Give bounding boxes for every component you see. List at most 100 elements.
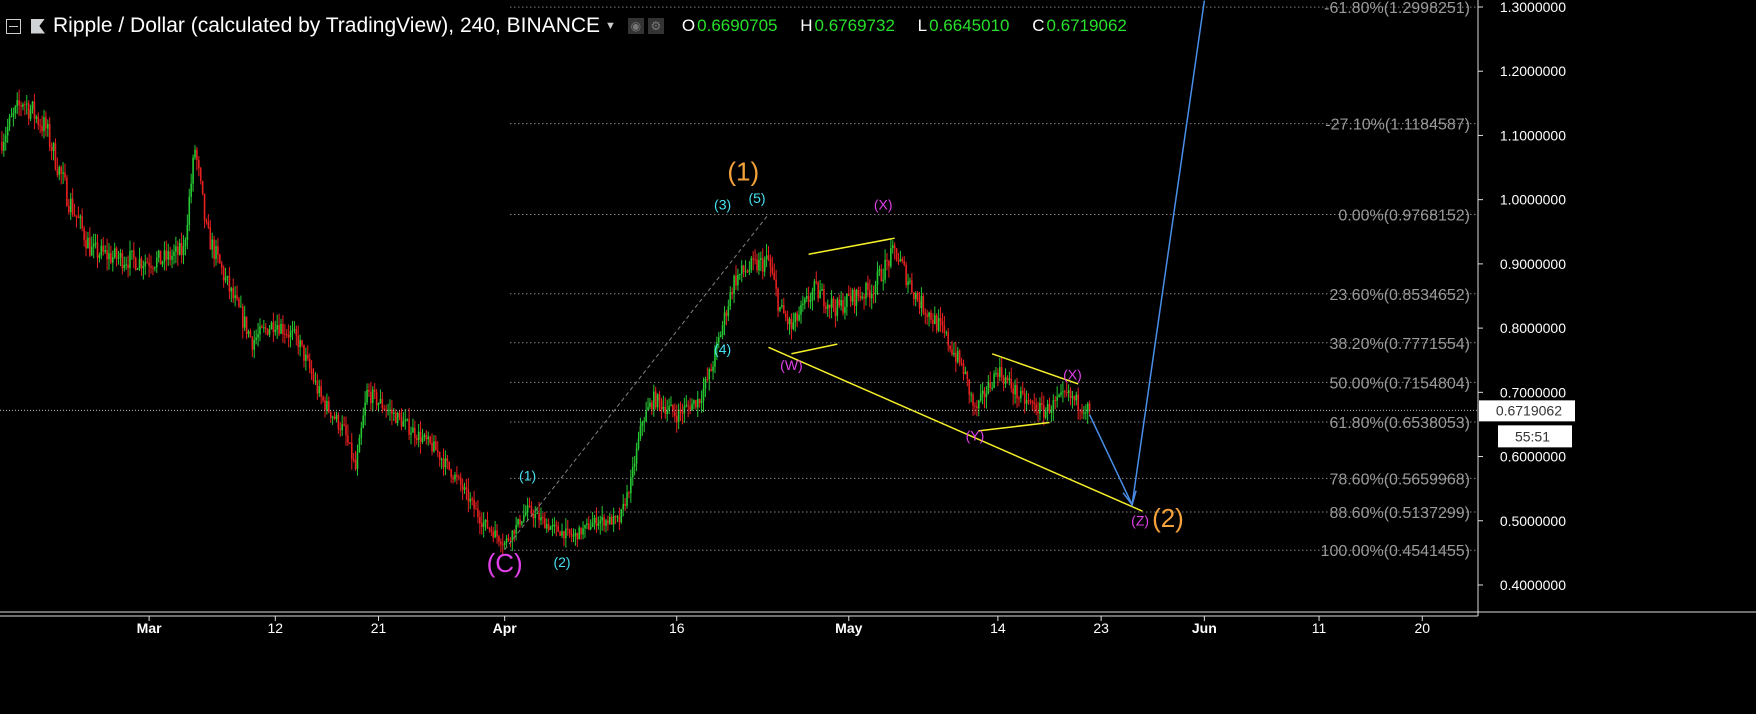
candle-body — [209, 227, 212, 250]
candle-body — [658, 394, 661, 401]
candle-body — [192, 157, 194, 184]
candle-body — [760, 258, 762, 260]
candle-body — [6, 126, 9, 136]
candle-body — [798, 314, 800, 321]
candle-body — [968, 379, 971, 395]
eye-icon[interactable]: ◉ — [627, 18, 644, 34]
candle-body — [136, 268, 139, 270]
candle-body — [689, 406, 691, 411]
candle-body — [383, 408, 386, 410]
candle-body — [872, 293, 875, 295]
candle-body — [612, 516, 615, 525]
candle-body — [419, 431, 422, 443]
trend-line[interactable] — [991, 353, 1079, 385]
fibonacci-retracement[interactable]: -61.80%(1.2998251) -27.10%(1.1184587) 0.00… — [510, 0, 1478, 560]
candle-body — [343, 424, 345, 426]
candle-body — [891, 245, 894, 249]
gear-icon[interactable]: ⚙ — [647, 18, 664, 34]
candle-body — [308, 358, 311, 369]
collapse-icon[interactable] — [6, 18, 21, 34]
drawings[interactable]: (C)(1)(2)(3)(4)(5)(1)(W)(X)(Y)(X)(Z) (2) — [0, 0, 1478, 579]
candle-body — [702, 388, 705, 401]
candle-body — [111, 256, 114, 263]
candle-body — [473, 499, 475, 509]
wave-label: (4) — [714, 341, 731, 357]
candle-body — [955, 352, 957, 362]
candle-body — [544, 518, 546, 529]
candle-body — [186, 224, 189, 240]
trend-line[interactable] — [791, 343, 838, 355]
y-tick-label: 0.8000000 — [1500, 320, 1566, 336]
dashed-trend-line[interactable] — [504, 214, 769, 550]
candle-body — [851, 289, 854, 302]
candle-body — [742, 265, 745, 272]
candle-body — [1027, 400, 1030, 402]
candle-body — [108, 253, 110, 260]
candle-body — [83, 228, 85, 241]
wave-label: (1) — [519, 467, 536, 483]
candle-body — [565, 528, 567, 539]
candle-body — [977, 400, 980, 409]
candle-body — [947, 332, 949, 346]
candle-body — [542, 517, 544, 519]
candle-body — [39, 125, 41, 127]
candle-body — [895, 248, 898, 261]
candle-body — [756, 259, 758, 271]
candle-body — [207, 222, 210, 228]
trend-line[interactable] — [768, 346, 1143, 512]
candle-body — [805, 295, 808, 299]
candle-body — [849, 296, 852, 302]
candle-body — [188, 196, 191, 225]
low-key: L — [917, 16, 928, 35]
candle-body — [1, 141, 3, 151]
candle-body — [538, 512, 540, 521]
candle-body — [402, 420, 405, 427]
candle-body — [134, 258, 137, 270]
candle-body — [1060, 392, 1062, 395]
candle-body — [534, 513, 537, 519]
candle-body — [182, 246, 185, 256]
trend-line[interactable] — [978, 421, 1050, 432]
candle-body — [561, 531, 563, 536]
trend-line[interactable] — [808, 237, 895, 255]
candle-body — [723, 312, 726, 325]
candle-body — [12, 113, 15, 116]
candle-body — [501, 544, 504, 546]
price-scale[interactable] — [1478, 0, 1756, 714]
candle-body — [1052, 400, 1055, 411]
candle-body — [1031, 401, 1034, 403]
symbol-title[interactable]: Ripple / Dollar (calculated by TradingVi… — [53, 14, 601, 37]
candle-body — [505, 538, 508, 543]
x-tick-label: 14 — [990, 620, 1006, 636]
candle-body — [951, 349, 953, 355]
projection-path[interactable] — [1088, 0, 1206, 508]
arrow-head-icon — [1122, 490, 1137, 507]
candle-body — [1042, 405, 1045, 418]
candle-body — [997, 372, 999, 377]
candle-body — [104, 250, 106, 252]
candle-body — [500, 541, 502, 545]
candle-body — [886, 259, 888, 261]
candle-body — [415, 438, 418, 440]
candle-body — [721, 324, 724, 335]
candle-body — [731, 291, 733, 294]
chevron-down-icon[interactable]: ▼ — [605, 20, 616, 32]
candle-body — [618, 516, 621, 523]
candle-body — [660, 400, 663, 410]
candle-body — [530, 506, 533, 515]
candle-body — [232, 287, 235, 299]
candle-body — [547, 524, 550, 530]
candle-body — [855, 289, 858, 306]
candle-body — [601, 517, 603, 521]
candle-body — [249, 331, 252, 338]
candle-body — [844, 306, 846, 313]
candle-body — [138, 258, 141, 269]
candle-body — [710, 369, 712, 372]
candle-body — [511, 530, 514, 541]
candle-body — [815, 281, 818, 283]
candle-body — [326, 400, 328, 411]
candle-body — [268, 329, 271, 335]
candle-body — [767, 255, 770, 259]
chart-header: Ripple / Dollar (calculated by TradingVi… — [6, 12, 1145, 40]
